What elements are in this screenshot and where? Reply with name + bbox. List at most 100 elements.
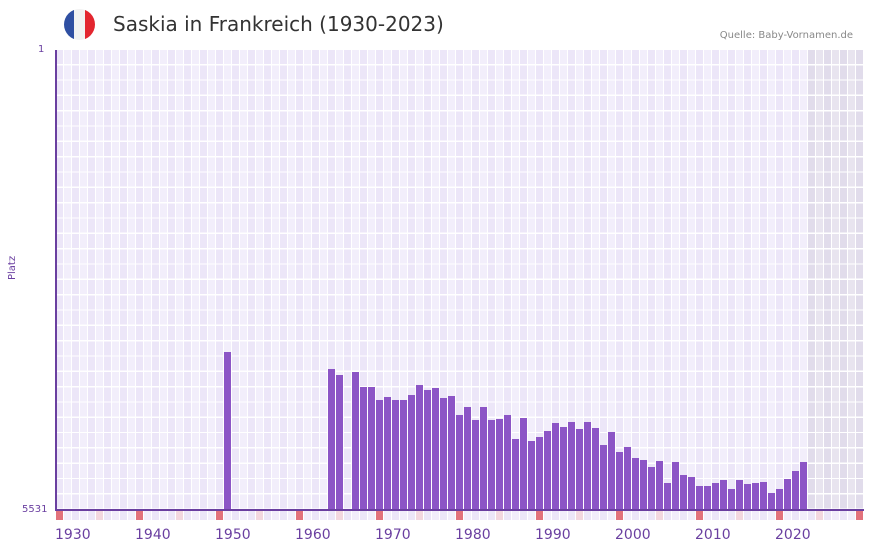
bar-1986[interactable] — [512, 439, 519, 510]
bar-2008[interactable] — [688, 477, 695, 510]
year-marker — [760, 511, 767, 520]
bar-2021[interactable] — [792, 471, 799, 510]
bar-2003[interactable] — [648, 467, 655, 510]
bar-1980[interactable] — [464, 407, 471, 510]
bar-1978[interactable] — [448, 396, 455, 510]
bar-1981[interactable] — [472, 420, 479, 510]
grid-column — [176, 50, 183, 510]
bar-2004[interactable] — [656, 461, 663, 510]
grid-column — [424, 50, 431, 510]
year-marker — [552, 511, 559, 520]
bar-2001[interactable] — [632, 458, 639, 510]
grid-column — [336, 50, 343, 510]
grid-column — [216, 50, 223, 510]
year-marker — [696, 511, 703, 520]
grid-column — [352, 50, 359, 510]
bar-1990[interactable] — [544, 431, 551, 510]
bar-2018[interactable] — [768, 493, 775, 510]
bar-2009[interactable] — [696, 486, 703, 510]
year-marker — [800, 511, 807, 520]
year-marker — [392, 511, 399, 520]
grid-column — [656, 50, 663, 510]
bar-1988[interactable] — [528, 441, 535, 510]
bar-1966[interactable] — [352, 372, 359, 510]
bar-2015[interactable] — [744, 484, 751, 510]
bar-1967[interactable] — [360, 387, 367, 510]
grid-column — [528, 50, 535, 510]
grid-column — [272, 50, 279, 510]
grid-column — [856, 50, 863, 510]
bar-1973[interactable] — [408, 395, 415, 510]
grid-column — [792, 50, 799, 510]
bar-2022[interactable] — [800, 462, 807, 510]
grid-column — [88, 50, 95, 510]
bar-2016[interactable] — [752, 483, 759, 510]
bar-1991[interactable] — [552, 423, 559, 510]
bar-1979[interactable] — [456, 415, 463, 510]
bar-2000[interactable] — [624, 447, 631, 510]
bar-1989[interactable] — [536, 437, 543, 510]
year-marker — [72, 511, 79, 520]
year-marker — [816, 511, 823, 520]
bar-1985[interactable] — [504, 415, 511, 510]
year-marker — [536, 511, 543, 520]
bar-1984[interactable] — [496, 419, 503, 510]
year-marker — [272, 511, 279, 520]
grid-column — [72, 50, 79, 510]
grid-column — [800, 50, 807, 510]
bar-1950[interactable] — [224, 352, 231, 510]
year-marker — [400, 511, 407, 520]
bar-1982[interactable] — [480, 407, 487, 510]
bar-1970[interactable] — [384, 397, 391, 510]
year-marker — [512, 511, 519, 520]
bar-1968[interactable] — [368, 387, 375, 510]
bar-2010[interactable] — [704, 486, 711, 510]
bar-1997[interactable] — [600, 445, 607, 510]
bar-1977[interactable] — [440, 398, 447, 510]
grid-column — [672, 50, 679, 510]
bar-1987[interactable] — [520, 418, 527, 510]
bar-2007[interactable] — [680, 475, 687, 510]
x-tick-1990: 1990 — [535, 527, 571, 543]
year-marker — [152, 511, 159, 520]
grid-column — [360, 50, 367, 510]
year-marker — [648, 511, 655, 520]
bar-1974[interactable] — [416, 385, 423, 510]
bar-2012[interactable] — [720, 480, 727, 510]
grid-column — [376, 50, 383, 510]
bar-1969[interactable] — [376, 400, 383, 510]
grid-column — [736, 50, 743, 510]
bar-1995[interactable] — [584, 422, 591, 510]
bar-2006[interactable] — [672, 462, 679, 510]
bar-2017[interactable] — [760, 482, 767, 510]
year-marker — [624, 511, 631, 520]
bar-1964[interactable] — [336, 375, 343, 510]
bar-1993[interactable] — [568, 422, 575, 510]
bar-1983[interactable] — [488, 420, 495, 510]
year-marker — [168, 511, 175, 520]
year-marker — [376, 511, 383, 520]
bar-1963[interactable] — [328, 369, 335, 510]
bar-1992[interactable] — [560, 427, 567, 510]
grid-column — [432, 50, 439, 510]
bar-2014[interactable] — [736, 480, 743, 510]
bar-1996[interactable] — [592, 428, 599, 510]
grid-column — [744, 50, 751, 510]
bar-2013[interactable] — [728, 489, 735, 510]
bar-1975[interactable] — [424, 390, 431, 510]
grid-column — [640, 50, 647, 510]
bar-1976[interactable] — [432, 388, 439, 510]
bar-1998[interactable] — [608, 432, 615, 510]
bar-1972[interactable] — [400, 400, 407, 510]
year-marker — [688, 511, 695, 520]
year-marker — [664, 511, 671, 520]
bar-1999[interactable] — [616, 452, 623, 510]
bar-1971[interactable] — [392, 400, 399, 510]
bar-2011[interactable] — [712, 483, 719, 510]
bar-2002[interactable] — [640, 460, 647, 510]
bar-2019[interactable] — [776, 489, 783, 510]
bar-1994[interactable] — [576, 429, 583, 510]
bar-2020[interactable] — [784, 479, 791, 510]
year-marker — [80, 511, 87, 520]
bar-2005[interactable] — [664, 483, 671, 510]
